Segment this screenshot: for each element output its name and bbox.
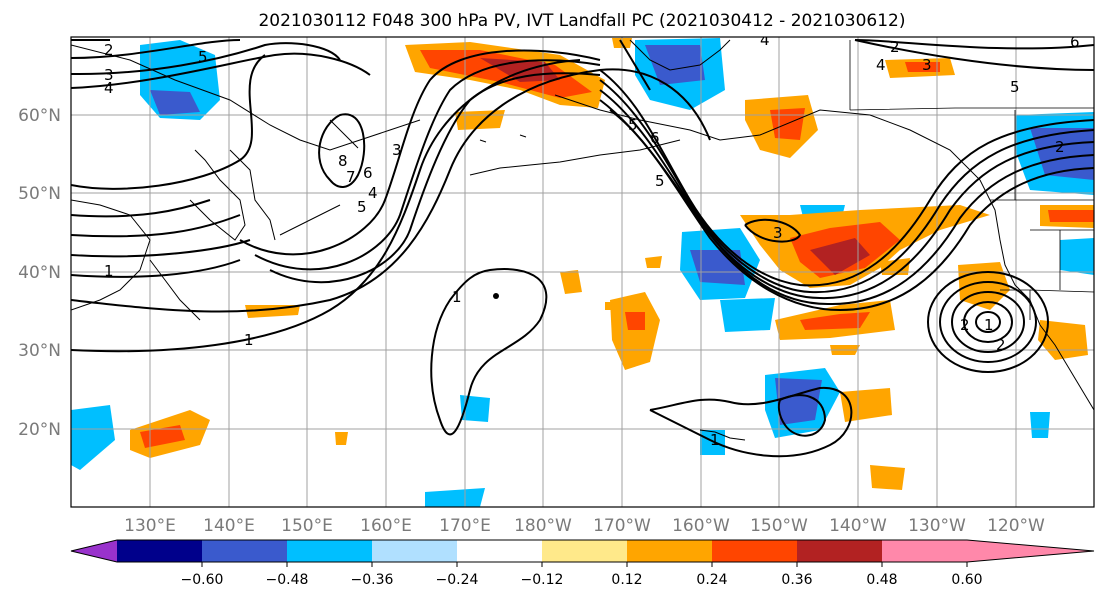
contour-label: 4 <box>876 56 886 74</box>
contour-label: 5 <box>198 48 208 66</box>
contour-label: 5 <box>357 198 367 216</box>
longitude-labels: 130°E 140°E 150°E 160°E 170°E 180°W 170°… <box>124 516 1045 536</box>
contour-label: 1 <box>452 288 462 306</box>
lon-label: 130°E <box>124 516 176 536</box>
colorbar-tick-label: −0.60 <box>181 572 224 588</box>
colorbar-segment <box>202 540 287 562</box>
colorbar: −0.60 −0.48 −0.36 −0.24 −0.12 0.12 0.24 … <box>70 539 1095 588</box>
contour-label: 4 <box>760 31 770 49</box>
contour-label: 5 <box>655 172 665 190</box>
map-title: 2021030112 F048 300 hPa PV, IVT Landfall… <box>258 11 905 31</box>
contour-label: 5 <box>1010 78 1020 96</box>
lon-label: 140°E <box>203 516 255 536</box>
lon-label: 150°W <box>750 516 808 536</box>
colorbar-ticks <box>201 562 968 567</box>
contour-label: 1 <box>244 331 254 349</box>
colorbar-segment <box>117 540 202 562</box>
lat-label: 60°N <box>18 106 61 126</box>
colorbar-segment <box>372 540 457 562</box>
contour-label: 3 <box>922 56 932 74</box>
colorbar-tick-label: −0.12 <box>521 572 564 588</box>
lon-label: 180°W <box>514 516 572 536</box>
lon-label: 170°W <box>593 516 651 536</box>
contour-label: 2 <box>960 316 970 334</box>
contour-label: 4 <box>368 184 378 202</box>
lat-label: 40°N <box>18 263 61 283</box>
contour-label: 2 <box>1055 138 1065 156</box>
lon-label: 160°W <box>672 516 730 536</box>
contour-label: 7 <box>346 168 356 186</box>
contour-label: 6 <box>363 164 373 182</box>
colorbar-segment <box>287 540 372 562</box>
latitude-labels: 60°N 50°N 40°N 30°N 20°N <box>18 106 61 440</box>
colorbar-segment <box>712 540 797 562</box>
colorbar-tick-label: −0.36 <box>351 572 394 588</box>
lon-label: 140°W <box>829 516 887 536</box>
colorbar-tick-label: 0.24 <box>696 572 727 588</box>
contour-label: 3 <box>104 66 114 84</box>
lat-label: 50°N <box>18 184 61 204</box>
contour-label: 5 <box>628 116 638 134</box>
colorbar-max-arrow <box>967 540 1094 562</box>
contour-label: 2 <box>890 38 900 56</box>
colorbar-outline <box>70 539 1095 563</box>
colorbar-tick-label: 0.36 <box>781 572 812 588</box>
contour-labels: 2 3 4 5 8 7 6 5 4 3 1 1 1 1 5 6 5 4 2 3 … <box>104 31 1080 449</box>
colorbar-segment <box>457 540 542 562</box>
colorbar-segment <box>882 540 967 562</box>
map-area: 2 3 4 5 8 7 6 5 4 3 1 1 1 1 5 6 5 4 2 3 … <box>71 31 1094 507</box>
contour-label: 6 <box>1070 33 1080 51</box>
colorbar-tick-label: −0.48 <box>266 572 309 588</box>
map-frame <box>70 36 1095 508</box>
colorbar-tick-label: −0.24 <box>436 572 479 588</box>
contour-label: 1 <box>984 316 994 334</box>
colorbar-segment <box>797 540 882 562</box>
colorbar-segment <box>542 540 627 562</box>
borders <box>849 40 1094 320</box>
contour-label: 1 <box>104 262 114 280</box>
colorbar-tick-label: 0.12 <box>611 572 642 588</box>
colorbar-tick-label: 0.60 <box>951 572 982 588</box>
contour-label: 8 <box>338 152 348 170</box>
contour-label: 1 <box>710 431 720 449</box>
colorbar-tick-labels: −0.60 −0.48 −0.36 −0.24 −0.12 0.12 0.24 … <box>181 572 983 588</box>
contour-label: 2 <box>996 336 1006 354</box>
lat-label: 30°N <box>18 341 61 361</box>
lon-label: 160°E <box>360 516 412 536</box>
contour-label: 3 <box>773 224 783 242</box>
lon-label: 170°E <box>439 516 491 536</box>
colorbar-min-arrow <box>71 540 117 562</box>
contour-label: 6 <box>650 129 660 147</box>
contour-label: 4 <box>104 79 114 97</box>
lon-label: 150°E <box>281 516 333 536</box>
lon-label: 130°W <box>908 516 966 536</box>
contour-label: 2 <box>104 41 114 59</box>
lat-label: 20°N <box>18 420 61 440</box>
pv-contours <box>71 39 1094 458</box>
colorbar-segment <box>627 540 712 562</box>
contour-label: 3 <box>392 141 402 159</box>
lon-label: 120°W <box>987 516 1045 536</box>
colorbar-tick-label: 0.48 <box>866 572 897 588</box>
